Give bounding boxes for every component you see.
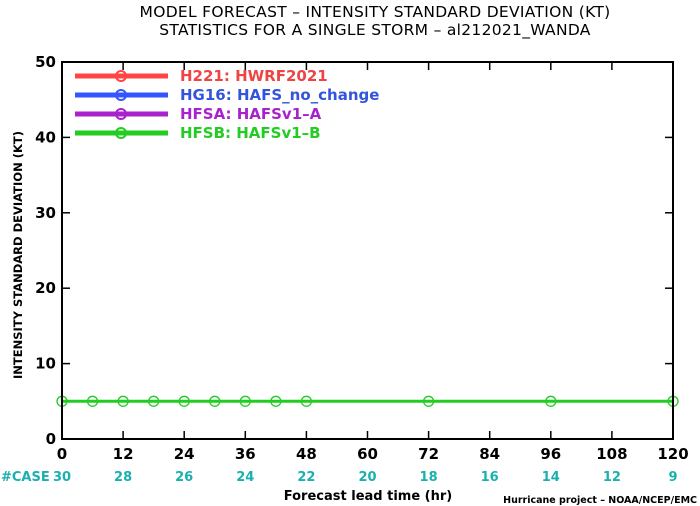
x-tick-label: 12	[113, 445, 134, 463]
legend-item-1: HG16: HAFS_no_change	[75, 86, 379, 104]
data-point	[147, 395, 160, 407]
data-point	[117, 395, 129, 407]
y-tick-label: 40	[35, 128, 56, 146]
case-count: 12	[603, 470, 621, 485]
case-count: 16	[481, 470, 499, 485]
x-tick-label: 84	[479, 445, 500, 463]
x-tick-label: 36	[235, 445, 256, 463]
legend-item-2: HFSA: HAFSv1–A	[75, 105, 322, 123]
y-tick-label: 30	[35, 204, 56, 222]
y-tick-label: 10	[35, 355, 56, 373]
axis-ticks: 0 12 24 36 48 60 72 84 96 108 120 0 10 20 30 40 50	[35, 53, 689, 463]
data-point	[86, 395, 99, 407]
y-tick-label: 50	[35, 53, 56, 71]
legend-label: HG16: HAFS_no_change	[180, 86, 379, 104]
legend-item-0: H221: HWRF2021	[75, 67, 328, 85]
case-count: 30	[53, 470, 71, 485]
x-tick-label: 0	[57, 445, 67, 463]
legend-marker	[115, 70, 127, 82]
y-tick-label: 20	[35, 279, 56, 297]
x-tick-label: 108	[596, 445, 627, 463]
x-tick-label: 48	[296, 445, 317, 463]
legend-marker	[115, 89, 127, 101]
data-point	[422, 395, 435, 407]
data-point	[300, 395, 313, 407]
data-point	[270, 395, 282, 407]
data-point	[545, 395, 557, 407]
credit-text: Hurricane project – NOAA/NCEP/EMC	[503, 495, 697, 506]
data-point	[209, 395, 221, 407]
x-tick-label: 120	[657, 445, 688, 463]
legend-marker	[115, 127, 127, 139]
case-count: 20	[358, 470, 376, 485]
case-count: 28	[114, 470, 132, 485]
legend-label: HFSA: HAFSv1–A	[180, 105, 322, 123]
x-tick-label: 96	[540, 445, 561, 463]
case-count: 18	[420, 470, 438, 485]
x-tick-label: 72	[418, 445, 439, 463]
x-axis-label: Forecast lead time (hr)	[284, 489, 452, 504]
case-count: 22	[297, 470, 315, 485]
chart-title: MODEL FORECAST – INTENSITY STANDARD DEVI…	[140, 3, 611, 21]
y-axis-label: INTENSITY STANDARD DEVIATION (KT)	[11, 131, 25, 379]
case-counts: 30 28 26 24 22 20 18 16 14 12 9	[53, 470, 678, 485]
case-count: 9	[668, 470, 677, 485]
legend-label: H221: HWRF2021	[180, 67, 328, 85]
series-layer	[56, 395, 679, 407]
chart-subtitle: STATISTICS FOR A SINGLE STORM – al212021…	[159, 21, 591, 40]
case-count: 26	[175, 470, 193, 485]
case-count: 24	[236, 470, 254, 485]
case-row-label: #CASE	[1, 470, 50, 485]
legend-item-3: HFSB: HAFSv1–B	[75, 124, 321, 142]
series-3	[56, 395, 679, 407]
y-tick-label: 0	[46, 430, 56, 448]
case-count: 14	[542, 470, 560, 485]
x-tick-label: 60	[357, 445, 378, 463]
data-point	[239, 395, 251, 407]
plot-frame	[61, 61, 674, 440]
legend-marker	[115, 108, 127, 120]
data-point	[178, 395, 190, 407]
legend-label: HFSB: HAFSv1–B	[180, 124, 321, 142]
x-tick-label: 24	[174, 445, 195, 463]
